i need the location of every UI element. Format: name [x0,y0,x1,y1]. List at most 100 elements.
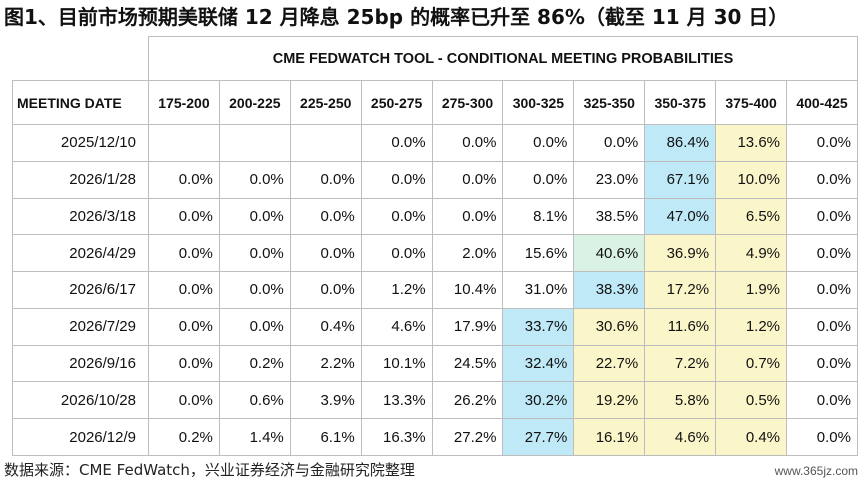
probability-cell: 17.2% [644,271,717,309]
probability-cell: 10.4% [431,271,504,309]
probability-cell: 27.2% [431,418,504,456]
meeting-date-cell: 2026/10/28 [12,381,149,420]
probability-cell: 38.3% [573,271,646,309]
meeting-date-cell: 2025/12/10 [12,124,149,162]
probability-cell: 0.0% [218,197,291,236]
probability-cell: 0.0% [289,160,362,199]
probability-cell: 31.0% [502,271,575,309]
table-row: 2026/1/28 0.0% 0.0% 0.0% 0.0% 0.0% 0.0% 23.0% 67… [12,160,858,199]
probability-cell: 0.0% [148,234,220,273]
probability-cell: 0.0% [786,307,858,346]
probability-cell: 30.2% [502,381,575,420]
probability-cell: 27.7% [502,418,575,456]
figure-title: 图1、目前市场预期美联储 12 月降息 25bp 的概率已升至 86%（截至 1… [4,5,789,29]
probability-cell: 36.9% [644,234,717,273]
probability-cell: 0.0% [218,234,291,273]
probability-cell: 6.1% [289,418,362,456]
probability-cell: 0.0% [218,307,291,346]
probability-cell: 16.3% [360,418,433,456]
meeting-date-cell: 2026/4/29 [12,234,149,273]
probability-cell: 4.9% [715,234,788,273]
probability-cell: 0.0% [360,160,433,199]
probability-cell: 8.1% [502,197,575,236]
probability-cell: 7.2% [644,344,717,383]
probability-cell: 19.2% [573,381,646,420]
probability-cell: 13.6% [715,124,788,162]
probability-cell [289,124,362,162]
probability-cell: 10.0% [715,160,788,199]
table-row: 2026/6/17 0.0% 0.0% 0.0% 1.2% 10.4% 31.0% 38.3%… [12,271,858,309]
column-header-row: MEETING DATE 175-200 200-225 225-250 250-27… [12,80,858,125]
probability-cell: 0.0% [786,124,858,162]
probability-cell: 0.0% [786,234,858,273]
probability-cell: 0.0% [148,344,220,383]
probability-cell: 40.6% [573,234,646,273]
meeting-date-cell: 2026/9/16 [12,344,149,383]
table-row: 2026/7/29 0.0% 0.0% 0.4% 4.6% 17.9% 33.7% 30.6%… [12,307,858,346]
probability-cell [218,124,291,162]
meeting-date-cell: 2026/6/17 [12,271,149,309]
column-header-350-375: 350-375 [644,80,717,125]
probability-cell: 26.2% [431,381,504,420]
column-header-300-325: 300-325 [502,80,575,125]
probability-cell: 17.9% [431,307,504,346]
column-header-225-250: 225-250 [289,80,362,125]
probability-cell: 0.0% [360,124,433,162]
probability-cell: 1.9% [715,271,788,309]
probability-cell: 0.2% [148,418,220,456]
probability-cell: 1.2% [715,307,788,346]
probability-cell: 6.5% [715,197,788,236]
column-header-175-200: 175-200 [148,80,220,125]
probability-cell: 0.0% [786,418,858,456]
table-row: 2026/4/29 0.0% 0.0% 0.0% 0.0% 2.0% 15.6% 40.6% 3… [12,234,858,273]
table-row: 2025/12/10 0.0% 0.0% 0.0% 0.0% 86.4% 13.6% 0.0% [12,124,858,162]
probability-cell: 0.0% [218,160,291,199]
table-row: 2026/10/28 0.0% 0.6% 3.9% 13.3% 26.2% 30.2% 19.… [12,381,858,420]
probability-cell: 2.0% [431,234,504,273]
probability-cell: 32.4% [502,344,575,383]
probability-cell: 24.5% [431,344,504,383]
probability-cell: 67.1% [644,160,717,199]
probability-cell: 0.0% [360,234,433,273]
probability-cell: 47.0% [644,197,717,236]
probability-cell: 0.0% [148,307,220,346]
table-row: 2026/12/9 0.2% 1.4% 6.1% 16.3% 27.2% 27.7% 16.1… [12,418,858,456]
probability-cell: 0.0% [289,197,362,236]
meeting-date-header: MEETING DATE [12,80,149,125]
probability-cell: 4.6% [360,307,433,346]
probability-cell: 13.3% [360,381,433,420]
probability-cell: 0.0% [148,271,220,309]
table-body: 2025/12/10 0.0% 0.0% 0.0% 0.0% 86.4% 13.6% 0.0%… [12,124,858,456]
probability-cell: 0.6% [218,381,291,420]
probability-cell: 0.4% [289,307,362,346]
probability-cell: 11.6% [644,307,717,346]
probability-cell: 0.0% [360,197,433,236]
meeting-date-cell: 2026/1/28 [12,160,149,199]
probability-cell: 0.0% [148,197,220,236]
probability-cell: 15.6% [502,234,575,273]
probability-cell: 86.4% [644,124,717,162]
probability-cell: 0.7% [715,344,788,383]
probability-cell: 0.0% [431,160,504,199]
probability-cell: 0.0% [289,234,362,273]
probability-cell: 0.0% [786,271,858,309]
column-header-375-400: 375-400 [715,80,788,125]
probability-cell: 0.5% [715,381,788,420]
probability-cell: 0.0% [502,124,575,162]
tool-title: CME FEDWATCH TOOL - CONDITIONAL MEETING … [148,36,858,81]
probability-cell: 0.0% [786,381,858,420]
probability-cell: 33.7% [502,307,575,346]
source-note: 数据来源：CME FedWatch，兴业证券经济与金融研究院整理 [4,461,415,479]
column-header-200-225: 200-225 [218,80,291,125]
column-header-400-425: 400-425 [786,80,858,125]
probability-cell: 0.0% [431,124,504,162]
probability-cell: 0.2% [218,344,291,383]
probability-cell: 1.4% [218,418,291,456]
probability-cell: 0.0% [786,160,858,199]
table-row: 2026/3/18 0.0% 0.0% 0.0% 0.0% 0.0% 8.1% 38.5% 47… [12,197,858,236]
column-header-275-300: 275-300 [431,80,504,125]
probability-cell: 0.0% [431,197,504,236]
probability-cell: 2.2% [289,344,362,383]
probability-cell: 0.0% [786,344,858,383]
probability-cell: 0.0% [148,381,220,420]
